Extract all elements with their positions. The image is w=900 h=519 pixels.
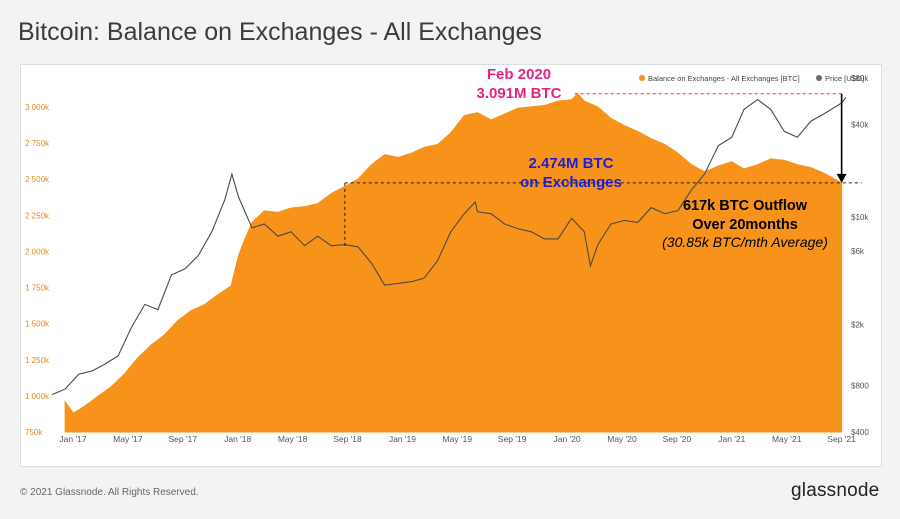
outflow-label-line3: (30.85k BTC/mth Average) [662,234,828,250]
y-right-tick-label: $6k [851,247,865,256]
y-right-tick-label: $800 [851,382,869,391]
peak-label-date: Feb 2020 [487,66,551,83]
y-left-tick-label: 2 250k [25,211,50,220]
outflow-label-line2: Over 20months [692,217,798,233]
legend-price-marker [816,75,822,81]
legend: Balance on Exchanges - All Exchanges [BT… [639,74,864,83]
copyright-text: © 2021 Glassnode. All Rights Reserved. [20,487,199,498]
current-label-value: 2.474M BTC [528,155,613,172]
x-tick-label: Jan '18 [224,434,251,444]
legend-price-label: Price [USD] [825,74,864,83]
x-tick-label: May '17 [113,434,143,444]
x-tick-label: Jan '19 [389,434,416,444]
y-right-tick-label: $2k [851,320,865,329]
peak-label-value: 3.091M BTC [476,85,561,102]
outflow-arrowhead [836,173,847,183]
brand-logo: glassnode [791,480,880,501]
legend-balance-label: Balance on Exchanges - All Exchanges [BT… [648,74,800,83]
current-label-text: on Exchanges [520,174,622,191]
balance-area-layer [64,92,843,433]
price-line [51,96,847,396]
y-left-tick-label: 750k [25,428,43,437]
x-tick-label: May '20 [607,434,637,444]
annotation-layer: Feb 2020 3.091M BTC 2.474M BTC on Exchanges… [344,66,862,250]
y-left-tick-label: 1 000k [25,392,50,401]
y-right-tick-label: $80k [851,74,869,83]
y-left-tick-label: 3 000k [25,103,50,112]
y-right-tick-label: $400 [851,428,869,437]
balance-area [64,92,843,433]
x-tick-label: Sep '18 [333,434,362,444]
axes-layer: Jan '17 May '17 Sep '17 Jan '18 May '18 Sep '… [25,74,869,444]
page-title: Bitcoin: Balance on Exchanges - All Exch… [18,18,542,46]
y-right-tick-label: $10k [851,213,869,222]
y-right-tick-label: $40k [851,120,869,129]
x-tick-label: Sep '21 [827,434,856,444]
outflow-label-line1: 617k BTC Outflow [683,198,808,214]
y-left-tick-label: 1 250k [25,356,50,365]
x-tick-label: Jan '17 [59,434,86,444]
legend-balance-marker [639,75,645,81]
x-tick-label: Sep '20 [663,434,692,444]
x-tick-label: May '19 [443,434,473,444]
x-tick-label: Sep '17 [169,434,198,444]
x-tick-label: Jan '20 [554,434,581,444]
y-left-tick-label: 2 500k [25,175,50,184]
x-tick-label: Jan '21 [718,434,745,444]
y-left-tick-label: 1 500k [25,320,50,329]
y-left-tick-label: 2 000k [25,247,50,256]
x-tick-label: May '18 [278,434,308,444]
price-line-layer [51,96,847,396]
y-left-tick-label: 1 750k [25,284,50,293]
x-tick-label: Sep '19 [498,434,527,444]
x-tick-label: May '21 [772,434,802,444]
y-left-tick-label: 2 750k [25,139,50,148]
